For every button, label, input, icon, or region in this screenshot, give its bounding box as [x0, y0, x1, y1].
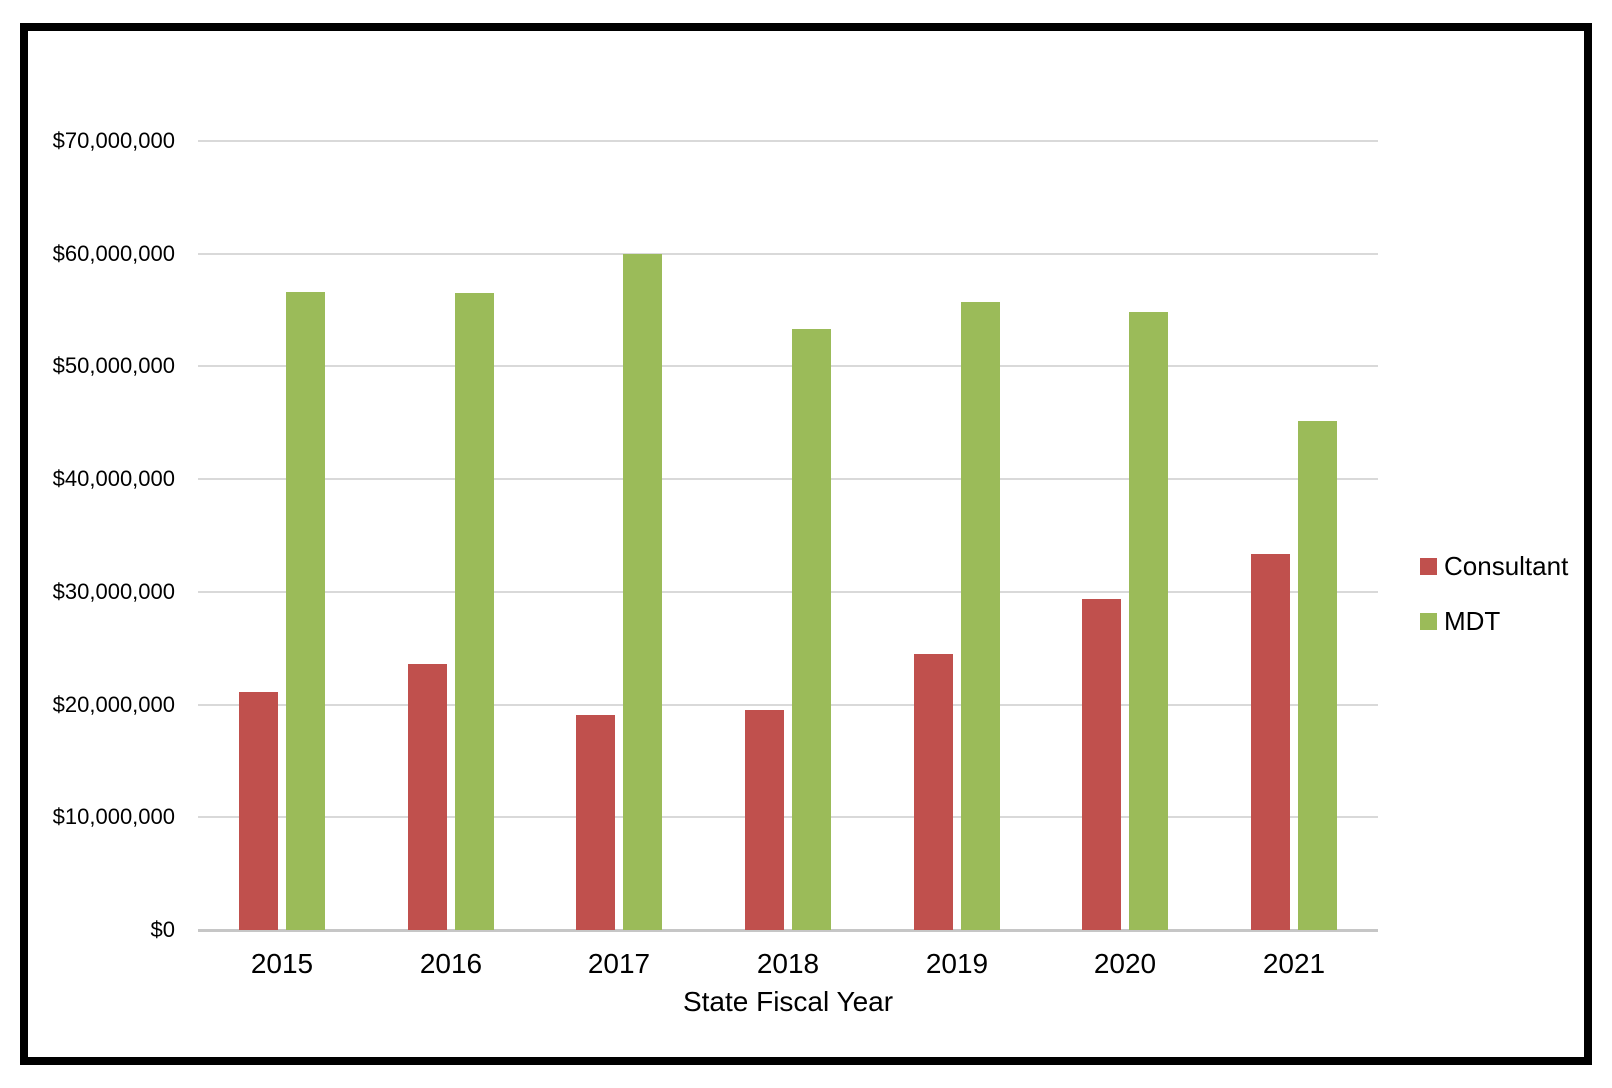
bar-mdt-2019	[961, 302, 1000, 930]
bar-mdt-2017	[623, 254, 662, 930]
bar-mdt-2020	[1129, 312, 1168, 930]
y-gridline	[198, 478, 1378, 480]
bar-mdt-2018	[792, 329, 831, 930]
bar-consultant-2017	[576, 715, 615, 930]
bar-consultant-2020	[1082, 599, 1121, 930]
x-tick-label-2017: 2017	[587, 948, 651, 979]
y-tick-label: $60,000,000	[52, 241, 175, 266]
y-gridline	[198, 816, 1378, 818]
x-tick-label-2020: 2020	[1093, 948, 1157, 979]
x-tick-label-2018: 2018	[756, 948, 820, 979]
y-tick-label: $40,000,000	[52, 466, 175, 491]
bar-mdt-2016	[455, 293, 494, 930]
bar-mdt-2015	[286, 292, 325, 930]
x-axis-line	[198, 929, 1378, 932]
legend-swatch-icon-consultant	[1420, 558, 1437, 575]
chart-border-frame	[20, 23, 1592, 1065]
legend-item-consultant: Consultant	[1420, 551, 1568, 582]
legend-label: Consultant	[1444, 551, 1569, 581]
y-gridline	[198, 704, 1378, 706]
y-tick-label: $70,000,000	[52, 128, 175, 153]
x-axis-title: State Fiscal Year	[682, 986, 894, 1017]
bar-consultant-2015	[239, 692, 278, 930]
bar-consultant-2016	[408, 664, 447, 930]
bar-mdt-2021	[1298, 421, 1337, 930]
bar-consultant-2019	[914, 654, 953, 930]
bar-consultant-2018	[745, 710, 784, 930]
legend: Consultant MDT	[1420, 551, 1568, 637]
x-tick-label-2016: 2016	[419, 948, 483, 979]
y-gridline	[198, 365, 1378, 367]
y-tick-label: $0	[150, 917, 175, 942]
y-tick-label: $10,000,000	[52, 804, 175, 829]
bar-consultant-2021	[1251, 554, 1290, 930]
y-gridline	[198, 253, 1378, 255]
x-tick-label-2021: 2021	[1262, 948, 1326, 979]
y-tick-label: $50,000,000	[52, 353, 175, 378]
y-gridline	[198, 140, 1378, 142]
legend-label: MDT	[1444, 606, 1501, 636]
x-tick-label-2019: 2019	[925, 948, 989, 979]
y-tick-label: $20,000,000	[52, 692, 175, 717]
x-tick-label-2015: 2015	[250, 948, 314, 979]
y-gridline	[198, 591, 1378, 593]
y-tick-label: $30,000,000	[52, 579, 175, 604]
legend-swatch-icon-mdt	[1420, 613, 1437, 630]
legend-item-mdt: MDT	[1420, 606, 1568, 637]
